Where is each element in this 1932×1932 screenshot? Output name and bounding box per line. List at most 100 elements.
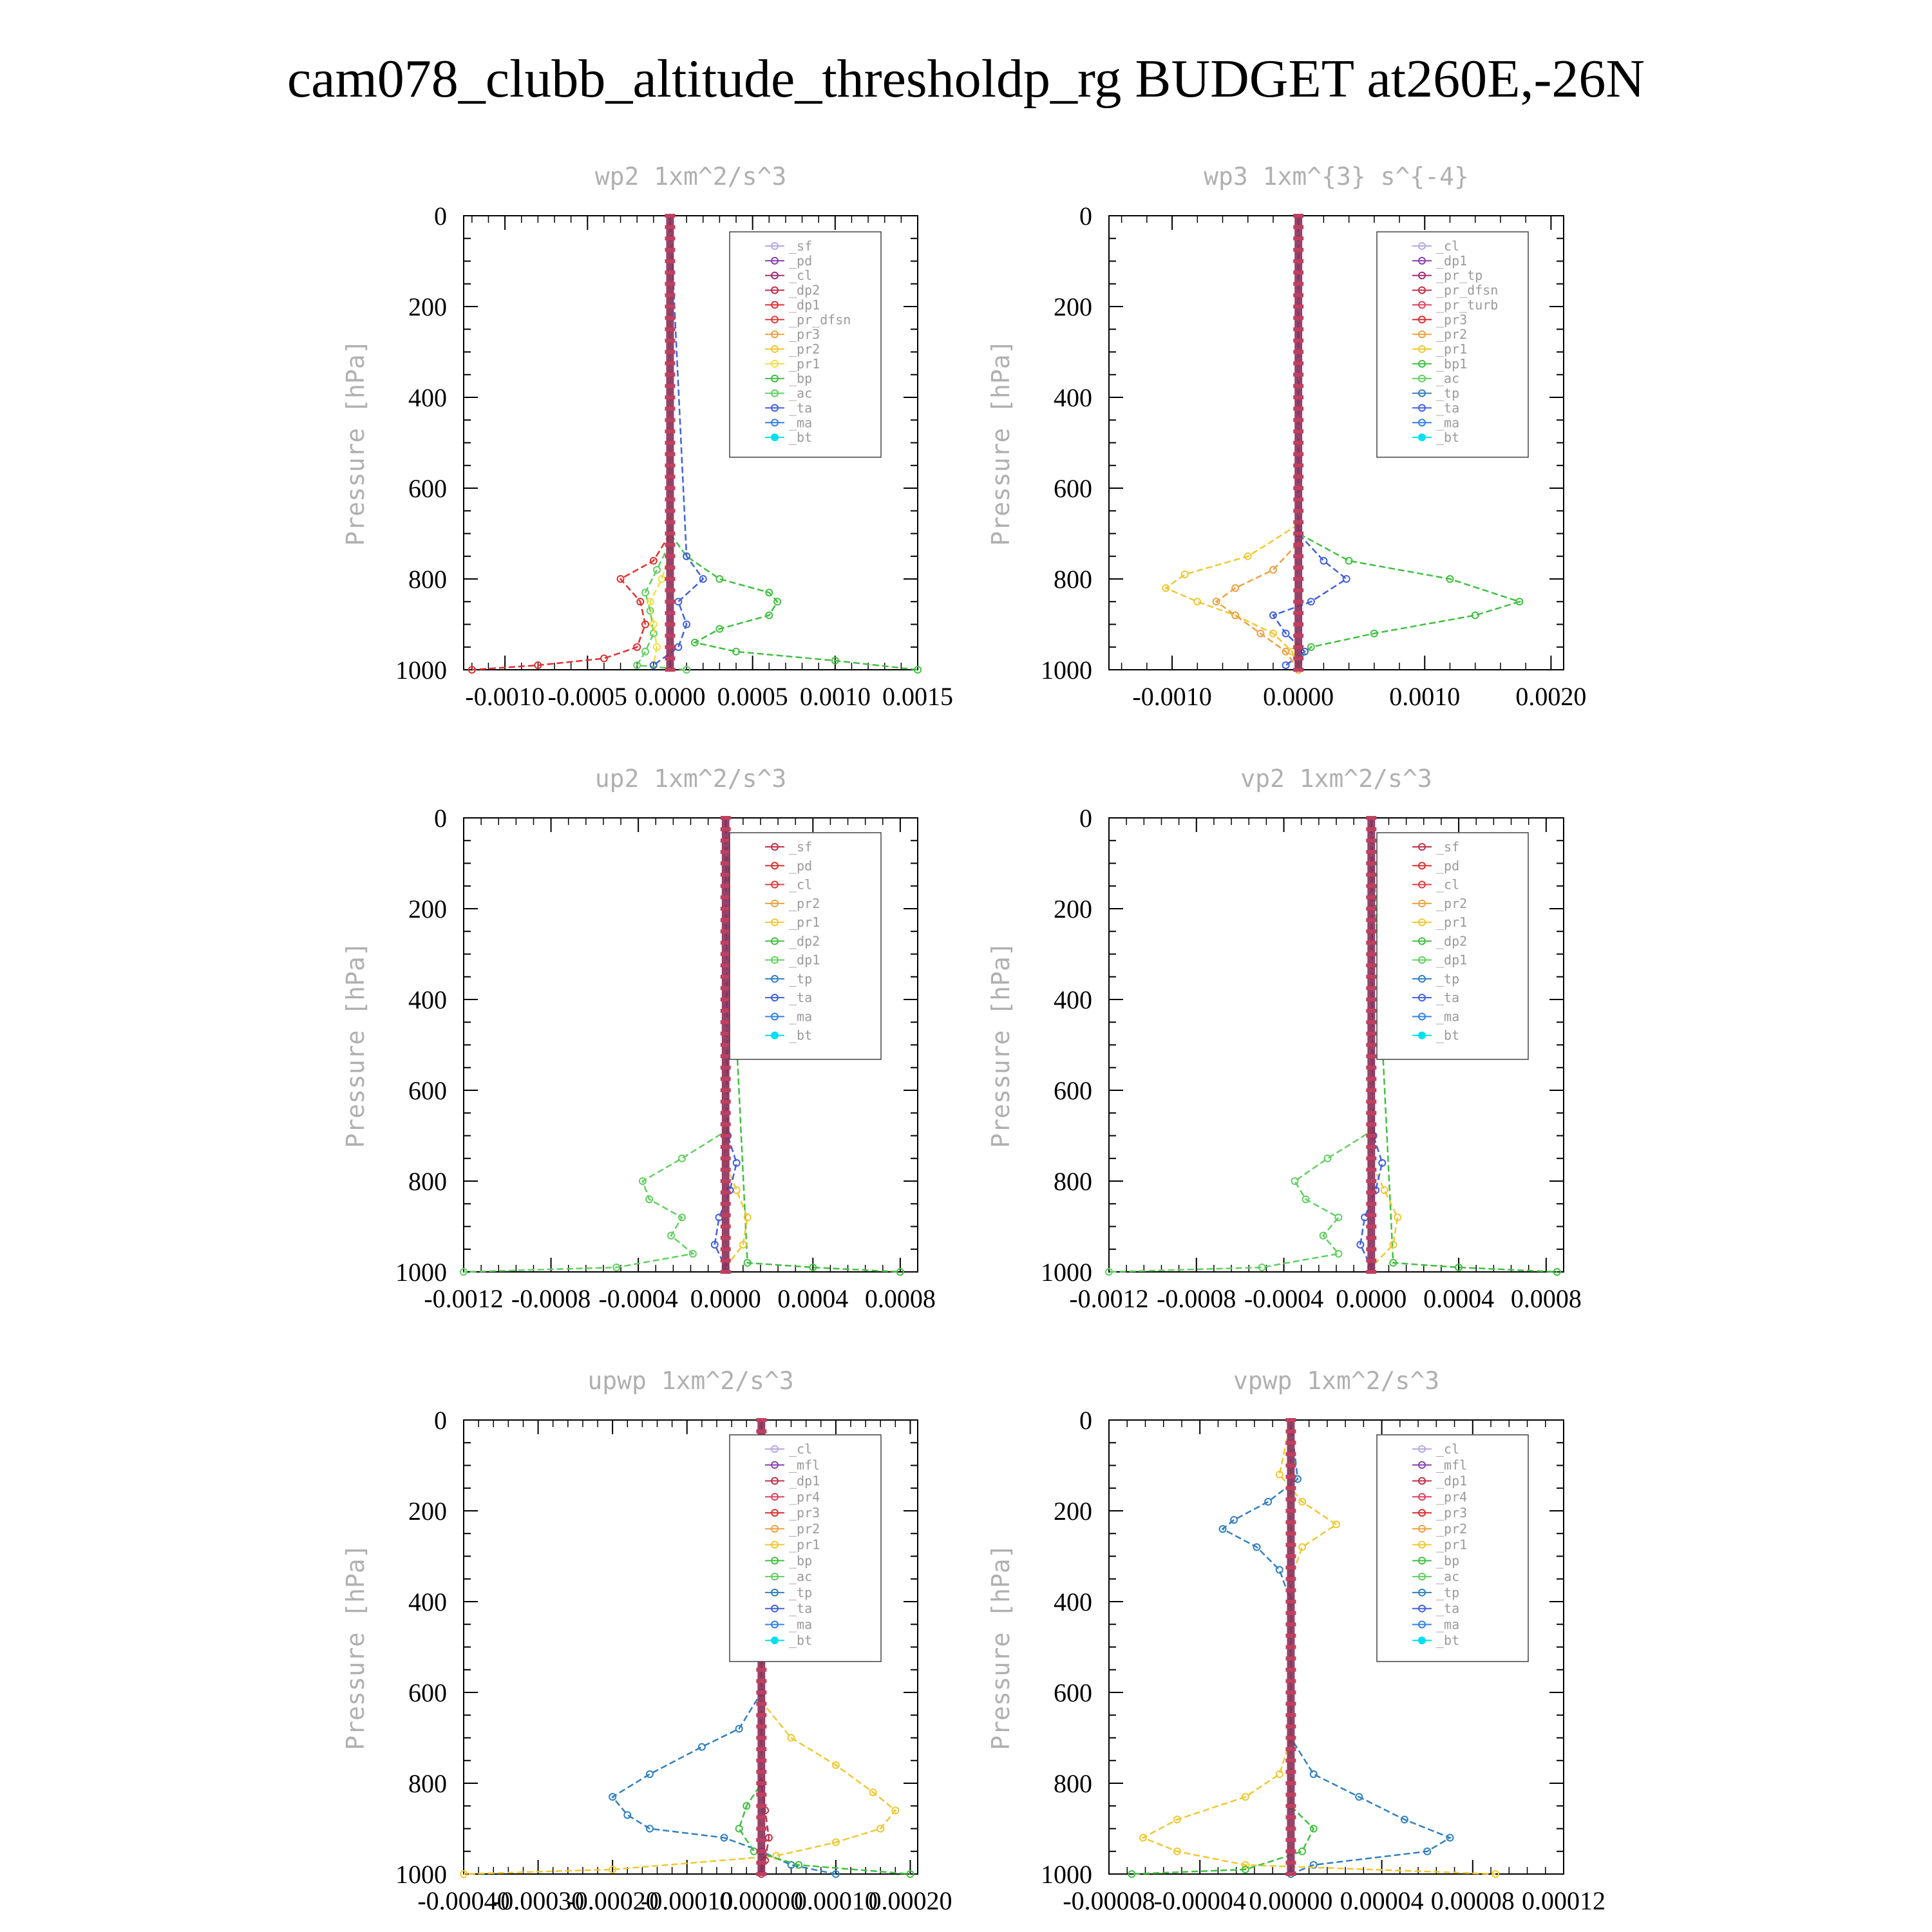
legend-entry: _bt: [1436, 1633, 1459, 1648]
data-point: [710, 1240, 719, 1249]
data-point: [831, 1838, 840, 1846]
data-point: [732, 1159, 741, 1167]
legend-marker: [771, 1012, 779, 1021]
y-tick-label: 1000: [1041, 656, 1092, 685]
legend-marker: [1418, 1509, 1426, 1517]
bundle-marker: [720, 1202, 731, 1206]
legend-marker: [1418, 1031, 1426, 1039]
bundle-marker: [1285, 1838, 1296, 1842]
data-point: [1162, 584, 1170, 592]
bundle-marker: [756, 1713, 767, 1718]
y-tick-label: 800: [1054, 1167, 1092, 1196]
bundle-marker: [1366, 918, 1377, 922]
y-tick-label: 800: [408, 1769, 447, 1798]
data-point: [732, 1186, 741, 1195]
x-tick-label: -0.00020: [566, 1886, 658, 1915]
bundle-marker: [1366, 1133, 1377, 1138]
bundle-marker: [1366, 1270, 1377, 1274]
bundle-marker: [665, 463, 676, 468]
data-point: [1230, 1516, 1238, 1524]
data-point: [646, 598, 654, 606]
data-point: [831, 656, 839, 665]
data-point: [652, 565, 661, 574]
x-tick-label: -0.00010: [641, 1886, 733, 1915]
bundle-marker: [720, 940, 731, 945]
bundle-marker: [720, 1009, 731, 1013]
series-line-bp: [669, 216, 918, 671]
legend-entry: _pr3: [789, 327, 820, 342]
bundle-marker: [1285, 1554, 1296, 1558]
bundle-marker: [720, 1236, 731, 1240]
y-tick-label: 0: [1079, 1406, 1092, 1435]
data-point: [1275, 1566, 1283, 1574]
bundle-marker: [756, 1690, 767, 1694]
bundle-marker: [756, 1872, 767, 1876]
legend-entry: _ta: [789, 400, 812, 415]
data-point: [787, 1734, 795, 1742]
bundle-marker: [1285, 1633, 1296, 1638]
bundle-marker: [720, 861, 731, 866]
y-tick-label: 1000: [395, 1258, 447, 1287]
legend-box: [1376, 231, 1529, 458]
panel-title: wp2 1xm^2/s^3: [595, 162, 786, 191]
bundle-marker: [720, 1088, 731, 1092]
series-line-pr1: [1141, 1419, 1496, 1875]
legend-marker: [1418, 862, 1426, 870]
data-point: [1309, 1824, 1318, 1833]
bundle-marker: [756, 1679, 767, 1683]
bundle-marker: [1285, 1509, 1296, 1513]
x-tick-label: 0.0005: [717, 682, 788, 711]
series-line-ta: [1359, 817, 1383, 1268]
y-tick-label: 800: [1054, 565, 1092, 594]
legend-entry: _pr_dfsn: [1436, 283, 1498, 298]
y-axis-label: Pressure [hPa]: [987, 942, 1015, 1148]
data-point: [1241, 1793, 1249, 1801]
bundle-marker: [1366, 952, 1377, 956]
legend-entry: _bt: [789, 430, 812, 445]
legend-entry: _pr1: [1436, 341, 1467, 357]
legend-entry: _pr2: [789, 896, 820, 911]
legend-marker: [771, 1604, 779, 1613]
data-point: [831, 1761, 840, 1769]
y-axis-label: Pressure [hPa]: [987, 1544, 1015, 1750]
data-point: [460, 1870, 468, 1878]
data-point: [1370, 629, 1378, 638]
data-point: [1128, 1870, 1136, 1878]
bundle-marker: [756, 1861, 767, 1865]
series-line-dp1: [471, 216, 671, 671]
data-point: [1302, 1195, 1310, 1204]
y-tick-label: 1000: [395, 1860, 447, 1889]
data-point: [667, 1231, 675, 1240]
data-point: [787, 1861, 795, 1869]
data-point: [1553, 1268, 1561, 1276]
legend-marker: [1418, 345, 1426, 353]
legend-entry: _ta: [789, 1601, 812, 1616]
panel-6: vpwp 1xm^2/s^3 Pressure [hPa] 0 200 400 600 80…: [987, 1367, 1605, 1915]
data-point: [633, 643, 641, 651]
legend-entry: _pr1: [789, 356, 820, 372]
bundle-marker: [665, 225, 676, 229]
legend-entry: _pr1: [1436, 1537, 1467, 1553]
legend-entry: _tp: [789, 971, 812, 987]
bundle-marker: [1285, 1826, 1296, 1831]
bundle-marker: [1293, 577, 1304, 581]
bundle-marker: [720, 1122, 731, 1126]
panel-title: vp2 1xm^2/s^3: [1240, 764, 1432, 793]
bundle-marker: [665, 452, 676, 457]
data-point: [697, 1743, 706, 1751]
data-point: [1269, 611, 1277, 620]
bundle-marker: [1366, 1009, 1377, 1013]
legend-entry: _ma: [1436, 415, 1459, 430]
data-point: [1320, 556, 1328, 565]
bundle-marker: [1285, 1701, 1296, 1706]
bundle-marker: [1293, 259, 1304, 263]
y-tick-label: 600: [1054, 474, 1092, 503]
data-point: [460, 1268, 468, 1276]
bundle-marker: [665, 236, 676, 241]
bundle-marker: [1366, 1122, 1377, 1126]
legend-entry: _dp1: [789, 297, 820, 312]
data-point: [683, 552, 691, 560]
bundle-marker: [1366, 1077, 1377, 1081]
legend-marker: [1418, 1620, 1426, 1629]
legend-marker: [771, 345, 779, 353]
